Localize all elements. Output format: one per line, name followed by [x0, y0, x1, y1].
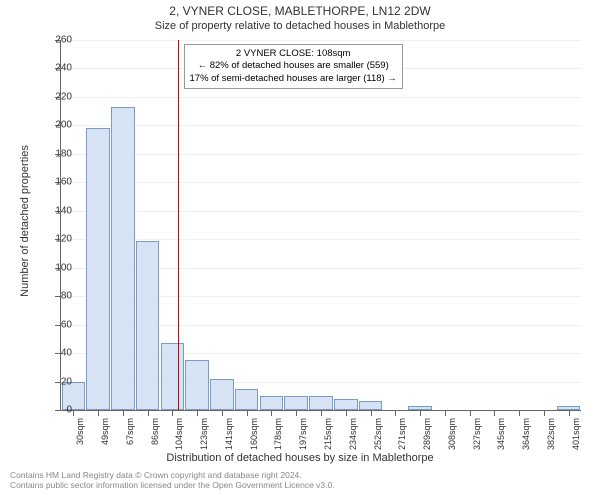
annotation-line: ← 82% of detached houses are smaller (55… [190, 60, 397, 72]
x-tick [73, 410, 74, 416]
x-tick [445, 410, 446, 416]
x-tick-label: 197sqm [298, 418, 308, 450]
chart-subtitle: Size of property relative to detached ho… [0, 20, 600, 32]
histogram-bar [334, 399, 358, 410]
gridline [61, 182, 581, 183]
x-tick [197, 410, 198, 416]
y-tick-label: 40 [42, 348, 72, 359]
histogram-bar [210, 379, 234, 410]
y-tick-label: 140 [42, 205, 72, 216]
x-tick-label: 345sqm [496, 418, 506, 450]
histogram-bar [359, 401, 383, 410]
footer-line1: Contains HM Land Registry data © Crown c… [10, 470, 335, 480]
y-tick-label: 220 [42, 91, 72, 102]
histogram-bar [284, 396, 308, 410]
x-tick-label: 382sqm [546, 418, 556, 450]
gridline [61, 125, 581, 126]
x-tick-label: 178sqm [273, 418, 283, 450]
chart-title: 2, VYNER CLOSE, MABLETHORPE, LN12 2DW [0, 4, 600, 18]
marker-line [178, 40, 179, 410]
histogram-bar [111, 107, 135, 410]
x-tick [346, 410, 347, 416]
histogram-bar [136, 241, 160, 410]
histogram-bar [235, 389, 259, 410]
y-axis-label: Number of detached properties [19, 121, 31, 321]
plot-area: 2 VYNER CLOSE: 108sqm← 82% of detached h… [60, 40, 581, 411]
x-tick [148, 410, 149, 416]
gridline [61, 154, 581, 155]
x-tick [494, 410, 495, 416]
annotation-box: 2 VYNER CLOSE: 108sqm← 82% of detached h… [184, 44, 403, 89]
histogram-bar [309, 396, 333, 410]
y-tick-label: 260 [42, 35, 72, 46]
y-tick-label: 100 [42, 262, 72, 273]
x-tick [420, 410, 421, 416]
x-tick-label: 364sqm [521, 418, 531, 450]
x-tick-label: 160sqm [249, 418, 259, 450]
x-tick [544, 410, 545, 416]
histogram-bar [185, 360, 209, 410]
x-tick-label: 401sqm [571, 418, 581, 450]
y-tick-label: 160 [42, 177, 72, 188]
gridline [61, 97, 581, 98]
x-tick [371, 410, 372, 416]
x-tick [395, 410, 396, 416]
y-tick-label: 20 [42, 376, 72, 387]
annotation-line: 17% of semi-detached houses are larger (… [190, 73, 397, 85]
gridline [61, 211, 581, 212]
x-tick-label: 252sqm [373, 418, 383, 450]
x-tick [271, 410, 272, 416]
footer-text: Contains HM Land Registry data © Crown c… [10, 470, 335, 490]
x-tick [247, 410, 248, 416]
x-tick [123, 410, 124, 416]
x-tick [569, 410, 570, 416]
gridline [61, 40, 581, 41]
x-tick-label: 215sqm [323, 418, 333, 450]
y-tick-label: 200 [42, 120, 72, 131]
x-tick-label: 86sqm [150, 418, 160, 445]
x-tick [519, 410, 520, 416]
x-tick [296, 410, 297, 416]
histogram-bar [260, 396, 284, 410]
histogram-bar [161, 343, 185, 410]
y-tick-label: 240 [42, 63, 72, 74]
x-tick-label: 30sqm [75, 418, 85, 445]
x-tick-label: 289sqm [422, 418, 432, 450]
x-tick [470, 410, 471, 416]
x-tick-label: 234sqm [348, 418, 358, 450]
x-tick-label: 308sqm [447, 418, 457, 450]
x-tick [321, 410, 322, 416]
x-tick-label: 141sqm [224, 418, 234, 450]
x-axis-label: Distribution of detached houses by size … [0, 452, 600, 464]
histogram-bar [86, 128, 110, 410]
x-tick [222, 410, 223, 416]
x-tick-label: 49sqm [100, 418, 110, 445]
y-tick-label: 60 [42, 319, 72, 330]
x-tick-label: 327sqm [472, 418, 482, 450]
y-tick-label: 80 [42, 291, 72, 302]
x-tick-label: 67sqm [125, 418, 135, 445]
y-tick-label: 180 [42, 148, 72, 159]
x-tick [172, 410, 173, 416]
x-tick-label: 271sqm [397, 418, 407, 450]
footer-line2: Contains public sector information licen… [10, 480, 335, 490]
annotation-line: 2 VYNER CLOSE: 108sqm [190, 48, 397, 60]
y-tick-label: 0 [42, 405, 72, 416]
y-tick-label: 120 [42, 234, 72, 245]
x-tick-label: 123sqm [199, 418, 209, 450]
x-tick-label: 104sqm [174, 418, 184, 450]
x-tick [98, 410, 99, 416]
